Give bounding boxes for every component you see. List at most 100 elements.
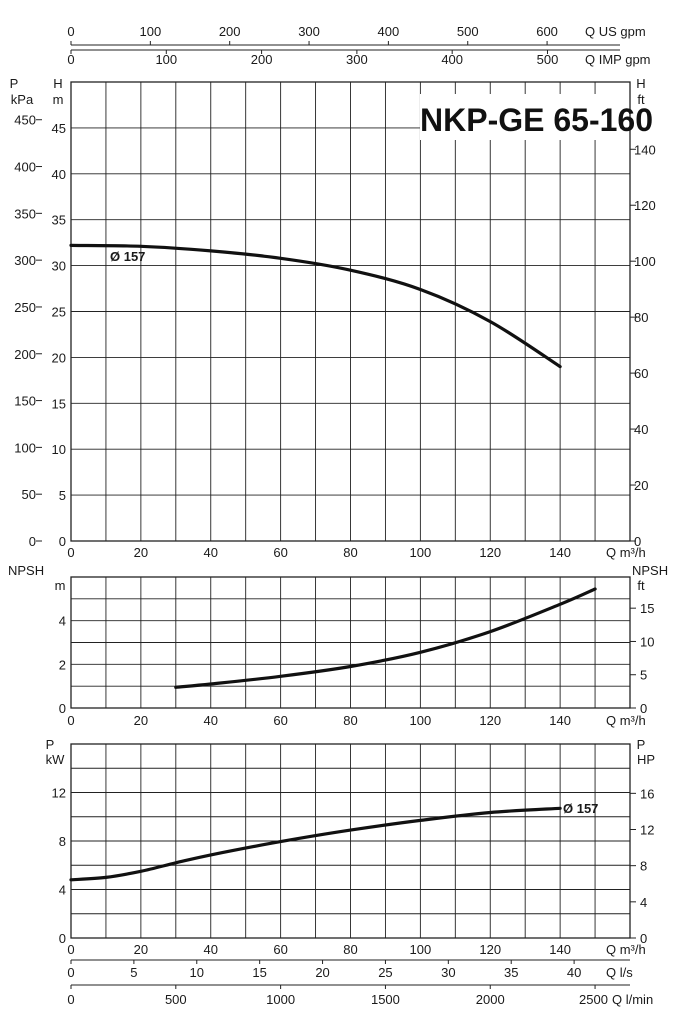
- ft-tick-label: 0: [634, 534, 641, 549]
- power-y-tick-label: 12: [52, 786, 66, 801]
- kpa-tick-label: 200: [14, 347, 36, 362]
- kpa-tick-label: 0: [29, 534, 36, 549]
- power-right-p-symbol: P: [637, 737, 646, 752]
- title-background: [420, 94, 620, 140]
- head-x-tick-label: 120: [479, 545, 501, 560]
- power-curve: [69, 806, 562, 882]
- npsh-x-tick-label: 20: [134, 713, 148, 728]
- bottom-m3h-x-tick-label: 100: [410, 942, 432, 957]
- npsh-x-tick-label: 120: [479, 713, 501, 728]
- npsh-y-tick-label: 4: [59, 614, 66, 629]
- kpa-tick-label: 400: [14, 160, 36, 175]
- ls-tick-label: 35: [504, 965, 518, 980]
- us-gpm-tick-label: 400: [378, 24, 400, 39]
- head-x-tick-label: 40: [204, 545, 218, 560]
- npsh-ft-tick-label: 10: [640, 634, 654, 649]
- imp-gpm-tick-label: 200: [251, 52, 273, 67]
- npsh-ft-tick-label: 5: [640, 668, 647, 683]
- title-box: NKP-GE 65-160: [420, 94, 653, 140]
- ls-tick-label: 20: [315, 965, 329, 980]
- npsh-left-title: NPSH: [8, 563, 44, 578]
- head-x-tick-label: 100: [410, 545, 432, 560]
- imp-gpm-tick-label: 0: [67, 52, 74, 67]
- imp-gpm-tick-label: 300: [346, 52, 368, 67]
- power-left-kw-unit: kW: [46, 752, 66, 767]
- us-gpm-tick-label: 200: [219, 24, 241, 39]
- head-x-tick-label: 60: [273, 545, 287, 560]
- chart-title: NKP-GE 65-160: [420, 102, 653, 138]
- ls-axis-title: Q l/s: [606, 965, 633, 980]
- npsh-x-tick-label: 140: [549, 713, 571, 728]
- head-y-tick-label: 40: [52, 167, 66, 182]
- npsh-x-tick-label: 80: [343, 713, 357, 728]
- kpa-tick-label: 100: [14, 440, 36, 455]
- head-curve-label: Ø 157: [110, 249, 145, 264]
- npsh-ft-tick-label: 0: [640, 701, 647, 716]
- us-gpm-tick-label: 300: [298, 24, 320, 39]
- kpa-unit-label: kPa: [11, 92, 34, 107]
- hp-tick-label: 4: [640, 895, 647, 910]
- kpa-tick-label: 350: [14, 206, 36, 221]
- hp-tick-label: 0: [640, 931, 647, 946]
- ls-tick-label: 5: [130, 965, 137, 980]
- ft-tick-label: 140: [634, 142, 656, 157]
- npsh-y-tick-label: 2: [59, 657, 66, 672]
- npsh-ft-tick-label: 15: [640, 601, 654, 616]
- power-y-tick-label: 0: [59, 931, 66, 946]
- bottom-flow-axes: 0 20 40 60 80 100 120 140 Q m³/h 0 5 10 15 20 25 30 35 40…: [67, 942, 653, 1007]
- lmin-tick-label: 0: [67, 992, 74, 1007]
- head-x-tick-label: 20: [134, 545, 148, 560]
- lmin-axis-title: Q l/min: [612, 992, 653, 1007]
- lmin-tick-label: 1000: [266, 992, 295, 1007]
- power-curve-label: Ø 157: [563, 801, 598, 816]
- npsh-left-unit: m: [55, 578, 66, 593]
- head-y-tick-label: 5: [59, 488, 66, 503]
- ft-right-unit-label: ft: [637, 92, 645, 107]
- lmin-tick-label: 2000: [476, 992, 505, 1007]
- ft-tick-label: 120: [634, 198, 656, 213]
- us-gpm-axis-title: Q US gpm: [585, 24, 646, 39]
- head-y-tick-label: 10: [52, 442, 66, 457]
- imp-gpm-tick-label: 500: [537, 52, 559, 67]
- ls-tick-label: 40: [567, 965, 581, 980]
- kpa-tick-label: 300: [14, 253, 36, 268]
- ls-tick-label: 30: [441, 965, 455, 980]
- h-left-unit-symbol: H: [53, 76, 62, 91]
- head-x-tick-label: 140: [549, 545, 571, 560]
- kpa-tick-label: 450: [14, 113, 36, 128]
- ls-tick-label: 25: [378, 965, 392, 980]
- kpa-tick-label: 50: [22, 487, 36, 502]
- kpa-tick-label: 250: [14, 300, 36, 315]
- npsh-x-tick-label: 40: [204, 713, 218, 728]
- npsh-right-title: NPSH: [632, 563, 668, 578]
- imp-gpm-tick-label: 100: [155, 52, 177, 67]
- head-x-tick-label: 0: [67, 545, 74, 560]
- head-x-axis-title: Q m³/h: [606, 545, 646, 560]
- npsh-x-tick-label: 0: [67, 713, 74, 728]
- head-y-tick-label: 30: [52, 259, 66, 274]
- ft-tick-label: 20: [634, 478, 648, 493]
- top-flow-axes: 0 100 200 300 400 500 600 Q US gpm 0 100 200 300 400…: [67, 24, 650, 67]
- lmin-tick-label: 2500: [579, 992, 608, 1007]
- bottom-m3h-x-tick-label: 60: [273, 942, 287, 957]
- head-curve: [69, 243, 562, 369]
- bottom-m3h-x-tick-label: 20: [134, 942, 148, 957]
- kpa-tick-label: 150: [14, 394, 36, 409]
- us-gpm-tick-label: 600: [536, 24, 558, 39]
- bottom-m3h-x-tick-label: 140: [549, 942, 571, 957]
- head-y-tick-label: 45: [52, 121, 66, 136]
- us-gpm-tick-label: 500: [457, 24, 479, 39]
- head-y-tick-label: 0: [59, 534, 66, 549]
- head-y-tick-label: 35: [52, 213, 66, 228]
- ft-tick-label: 40: [634, 422, 648, 437]
- imp-gpm-tick-label: 400: [441, 52, 463, 67]
- bottom-m3h-axis-title: Q m³/h: [606, 942, 646, 957]
- h-right-unit-symbol: H: [636, 76, 645, 91]
- npsh-right-unit: ft: [637, 578, 645, 593]
- head-y-tick-label: 25: [52, 305, 66, 320]
- hp-tick-label: 16: [640, 786, 654, 801]
- npsh-x-tick-label: 100: [410, 713, 432, 728]
- npsh-x-tick-label: 60: [273, 713, 287, 728]
